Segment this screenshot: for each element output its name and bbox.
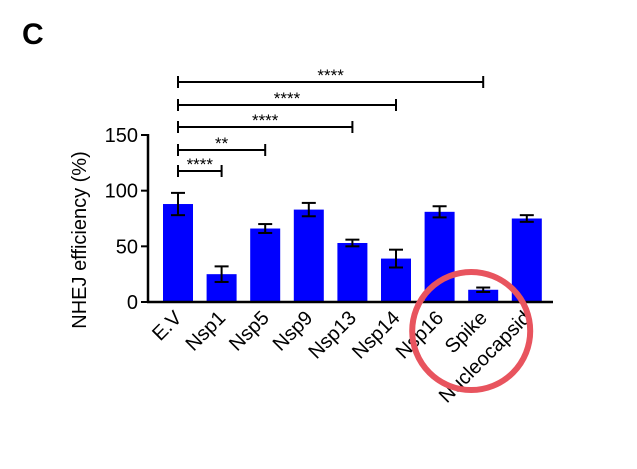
y-tick-label: 0 [127, 292, 138, 314]
axes: 0 50 100 150 [105, 125, 553, 314]
significance-brackets: ****************** [177, 66, 485, 177]
x-tick-label: Nsp13 [304, 307, 360, 363]
error-bars [171, 191, 534, 293]
significance-label: **** [317, 66, 344, 85]
significance-bracket [177, 99, 397, 111]
significance-label: **** [252, 111, 279, 130]
error-bar [214, 265, 229, 283]
bars [163, 204, 542, 302]
bar-spike [468, 289, 499, 302]
highlight-circle [409, 269, 534, 393]
error-bar [432, 205, 447, 219]
bar-e-v [163, 204, 193, 302]
error-bar [258, 223, 273, 234]
error-bar [476, 286, 491, 293]
bar-nucleocapsid [511, 218, 542, 302]
y-axis-label: NHEJ efficiency (%) [69, 151, 91, 328]
bar-nsp5 [250, 228, 281, 302]
y-tick-label: 100 [105, 181, 138, 203]
error-bar [345, 238, 360, 248]
error-bar [519, 214, 534, 223]
significance-bracket [177, 165, 223, 177]
error-bar [301, 201, 316, 218]
significance-label: **** [274, 89, 301, 108]
panel-label: C [22, 18, 44, 51]
bar-nsp13 [337, 242, 368, 302]
x-tick-label: Nsp5 [225, 307, 274, 356]
significance-bracket [177, 121, 354, 133]
error-bar [171, 191, 185, 217]
y-tick-label: 150 [105, 125, 138, 147]
y-tick-label: 50 [116, 236, 138, 258]
x-tick-label: Nsp1 [182, 307, 231, 356]
significance-label: **** [187, 155, 214, 174]
significance-bracket [177, 76, 485, 88]
significance-bracket [177, 144, 267, 156]
error-bar [389, 248, 403, 269]
x-tick-label: Nsp14 [348, 307, 404, 363]
bar-nsp9 [293, 209, 324, 302]
significance-label: ** [215, 134, 229, 153]
